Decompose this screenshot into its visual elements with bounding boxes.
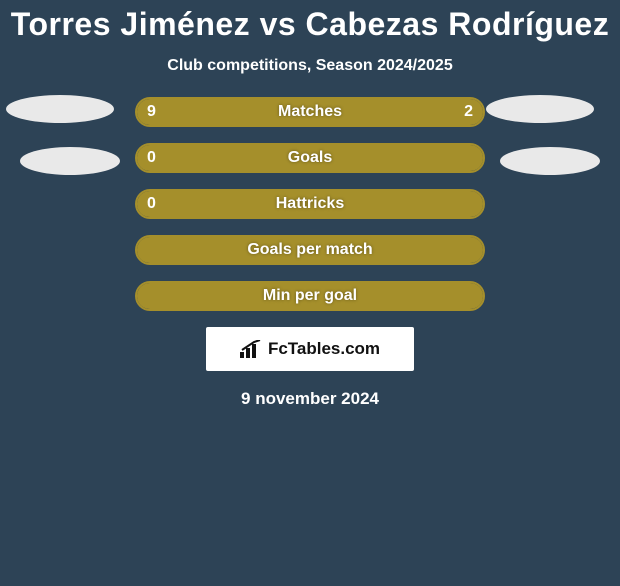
fctables-icon [240,340,262,358]
comparison-bars: Matches92Goals0Hattricks0Goals per match… [135,97,485,311]
comparison-stage: Matches92Goals0Hattricks0Goals per match… [0,97,620,311]
stat-label: Hattricks [137,191,483,217]
stat-value-left: 9 [147,99,156,125]
left-avatar-shape [20,147,120,175]
stat-label: Goals per match [137,237,483,263]
stat-label: Goals [137,145,483,171]
generated-date: 9 november 2024 [0,389,620,409]
stat-value-left: 0 [147,191,156,217]
stat-value-right: 2 [464,99,473,125]
title-player1: Torres Jiménez [11,6,250,42]
title-player2: Cabezas Rodríguez [306,6,610,42]
stat-row-goals: Goals0 [135,143,485,173]
right-avatar-shape [500,147,600,175]
title-vs: vs [260,6,297,42]
stat-label: Min per goal [137,283,483,309]
stat-row-matches: Matches9 2 [135,97,485,127]
source-badge: FcTables.com [206,327,414,371]
page-title: Torres Jiménez vs Cabezas Rodríguez [0,6,620,43]
right-avatar-shape [486,95,594,123]
left-avatar-shape [6,95,114,123]
subtitle: Club competitions, Season 2024/2025 [0,57,620,75]
stat-value-left: 0 [147,145,156,171]
stat-row-min-per-goal: Min per goal [135,281,485,311]
badge-text: FcTables.com [268,339,380,359]
stat-row-hattricks: Hattricks0 [135,189,485,219]
stat-label: Matches [137,99,483,125]
stat-row-goals-per-match: Goals per match [135,235,485,265]
